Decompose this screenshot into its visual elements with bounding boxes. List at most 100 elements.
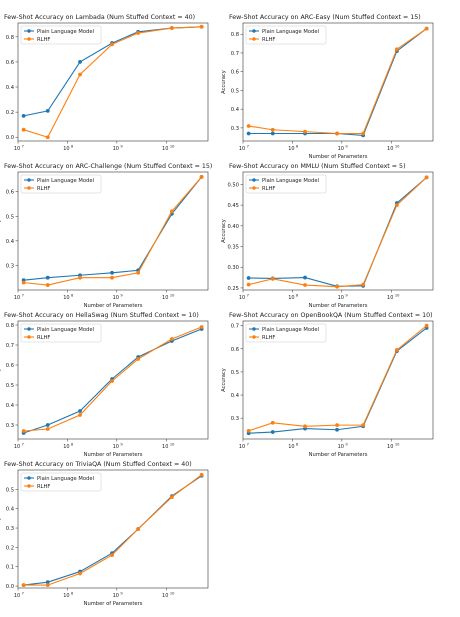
x-tick-label: 10 [63, 295, 69, 301]
data-point-rlhf [45, 283, 50, 287]
y-tick-label: 0.4 [231, 393, 240, 399]
x-tick-exponent: 7 [247, 443, 249, 447]
legend-label: RLHF [37, 335, 50, 341]
y-tick-label: 0.5 [6, 487, 14, 493]
x-tick-label: 10 [239, 295, 245, 301]
data-point-rlhf [78, 275, 82, 280]
data-point-rlhf [169, 26, 174, 30]
legend-label: RLHF [37, 37, 50, 43]
x-tick-exponent: 10 [170, 145, 175, 149]
legend-swatch-marker [27, 335, 31, 339]
data-point-rlhf [361, 282, 366, 287]
data-point-plain [45, 580, 50, 585]
legend-swatch-marker [252, 178, 256, 182]
x-tick-exponent: 8 [296, 145, 299, 149]
data-point-rlhf [199, 325, 204, 329]
data-point-rlhf [424, 26, 429, 31]
legend-label: RLHF [37, 484, 50, 490]
legend-swatch-marker [252, 37, 256, 41]
y-tick-label: 0.3 [231, 416, 239, 422]
legend-box [20, 323, 102, 343]
x-tick-label: 10 [14, 593, 20, 599]
y-tick-label: 0.5 [6, 214, 14, 220]
y-axis-label: Accuracy [221, 219, 227, 243]
x-tick-exponent: 7 [22, 592, 24, 596]
legend-label: Plain Language Model [37, 327, 94, 333]
data-point-rlhf [169, 337, 174, 341]
legend: Plain Language Model RLHF [20, 174, 102, 194]
chart-panel-4: Few-Shot Accuracy on MMLU (Num Stuffed C… [221, 163, 434, 309]
x-tick-label: 10 [162, 146, 168, 152]
x-tick-exponent: 8 [296, 294, 299, 298]
series-line-plain [23, 475, 202, 586]
x-tick-label: 10 [14, 444, 20, 450]
x-tick-label: 10 [113, 593, 119, 599]
x-tick-exponent: 7 [22, 443, 24, 447]
data-point-plain [270, 430, 275, 434]
x-tick-label: 10 [288, 146, 294, 152]
x-axis-label: Number of Parameters [84, 601, 143, 607]
x-tick-label: 10 [387, 295, 393, 301]
chart-panel-5: Few-Shot Accuracy on HellaSwag (Num Stuf… [0, 312, 209, 458]
x-tick-exponent: 9 [120, 443, 123, 447]
x-tick-exponent: 9 [345, 145, 348, 149]
data-point-plain [45, 423, 50, 427]
x-tick-exponent: 10 [170, 443, 175, 447]
legend-swatch-marker [27, 37, 31, 41]
x-tick-exponent: 8 [71, 592, 74, 596]
data-point-rlhf [136, 31, 141, 35]
data-point-rlhf [335, 423, 339, 428]
data-point-rlhf [21, 429, 26, 433]
y-tick-label: 0.50 [227, 182, 239, 188]
legend-label: RLHF [262, 186, 275, 192]
chart-title: Few-Shot Accuracy on MMLU (Num Stuffed C… [229, 163, 406, 170]
x-tick-label: 10 [239, 444, 245, 450]
x-tick-exponent: 9 [120, 145, 123, 149]
x-tick-exponent: 8 [71, 443, 74, 447]
legend-swatch-marker [252, 186, 256, 190]
data-point-rlhf [361, 423, 366, 428]
y-tick-label: 0.0 [6, 584, 14, 590]
y-tick-label: 0.3 [231, 126, 239, 132]
y-tick-label: 0.4 [231, 107, 240, 113]
x-tick-label: 10 [162, 593, 168, 599]
y-tick-label: 0.7 [231, 51, 239, 57]
legend-swatch-marker [252, 29, 256, 33]
data-point-rlhf [110, 379, 114, 383]
legend-swatch-marker [252, 327, 256, 331]
x-tick-label: 10 [338, 146, 344, 152]
x-tick-exponent: 8 [71, 145, 74, 149]
y-tick-label: 0.40 [227, 224, 239, 230]
data-point-rlhf [270, 127, 275, 132]
y-axis-label: Accuracy [0, 219, 2, 243]
data-point-rlhf [45, 583, 50, 587]
x-axis-label: Number of Parameters [309, 154, 368, 160]
data-point-plain [110, 270, 114, 275]
data-point-rlhf [110, 42, 114, 47]
legend: Plain Language Model RLHF [245, 25, 327, 45]
y-tick-label: 0.25 [227, 286, 239, 292]
data-point-rlhf [361, 131, 366, 136]
x-axis-label: Number of Parameters [309, 452, 368, 458]
data-point-rlhf [199, 175, 204, 179]
data-point-rlhf [394, 47, 399, 52]
y-axis-label: Accuracy [0, 517, 2, 541]
legend-label: RLHF [262, 335, 275, 341]
x-tick-label: 10 [288, 295, 294, 301]
y-tick-label: 0.4 [6, 403, 15, 409]
x-tick-label: 10 [162, 295, 168, 301]
x-tick-label: 10 [338, 295, 344, 301]
chart-title: Few-Shot Accuracy on ARC-Challenge (Num … [4, 163, 212, 170]
x-tick-exponent: 10 [170, 294, 175, 298]
legend-swatch-marker [27, 484, 31, 488]
data-point-rlhf [270, 420, 275, 425]
y-tick-label: 0.3 [6, 526, 14, 532]
legend: Plain Language Model RLHF [245, 323, 327, 343]
y-tick-label: 0.1 [6, 565, 14, 571]
y-tick-label: 0.5 [231, 370, 239, 376]
x-tick-exponent: 7 [22, 294, 24, 298]
data-point-rlhf [335, 284, 339, 289]
data-point-rlhf [78, 413, 82, 417]
data-point-plain [246, 131, 251, 136]
chart-panel-7: Few-Shot Accuracy on TriviaQA (Num Stuff… [0, 461, 209, 607]
